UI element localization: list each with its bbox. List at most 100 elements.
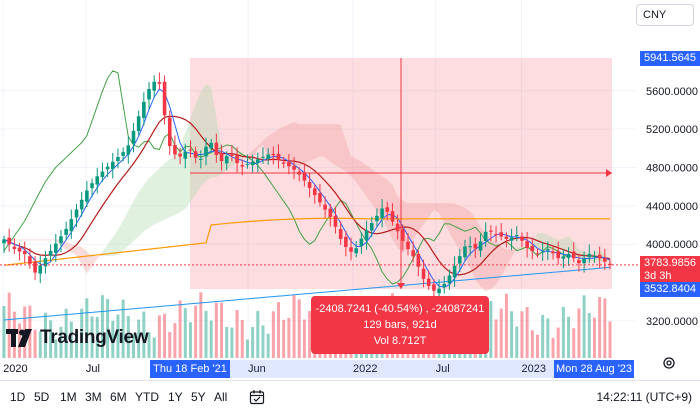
calendar-icon[interactable] [249,389,265,405]
candle [266,154,270,159]
volume-bar [608,321,612,358]
candle [100,171,105,177]
candle [162,81,167,116]
tradingview-logo[interactable]: TradingView [6,327,149,349]
price-axis-label: 3200.0000 [646,316,698,328]
volume-bar [525,306,529,358]
time-axis-label: 2022 [353,363,377,375]
range-all[interactable]: All [214,390,228,404]
range-5y[interactable]: 5Y [191,390,206,404]
range-3m[interactable]: 3M [85,390,102,404]
candle [307,182,312,188]
candle [136,116,141,132]
volume-bar [168,331,172,358]
candle [338,229,343,239]
price-tag-countdown: 3d 3h [644,270,672,282]
volume-bar [561,306,565,358]
gear-icon[interactable] [662,356,676,370]
candle [261,156,265,158]
volume-bar [308,311,312,358]
candle [442,283,447,288]
candle [344,236,348,247]
range-1m[interactable]: 1M [60,390,77,404]
volume-bar [230,327,234,358]
currency-selector[interactable]: CNY [636,4,694,26]
range-5d[interactable]: 5D [34,390,50,404]
volume-bar [194,305,198,358]
candle [281,162,286,164]
candle [209,142,213,149]
candle [271,153,276,156]
candle [333,215,338,227]
volume-bar [235,310,239,358]
price-tag-last: 3783.9856 3d 3h [640,256,700,282]
range-1y[interactable]: 1Y [168,390,183,404]
volume-bar [592,317,596,358]
candle [401,229,405,241]
volume-bar [188,322,192,358]
candle [385,207,390,212]
volume-bar [126,316,130,358]
candle [421,268,426,279]
candle [489,230,493,232]
volume-bar [572,328,576,358]
candle [468,246,472,248]
range-6m[interactable]: 6M [110,390,127,404]
candle [245,164,250,166]
candle [463,246,467,258]
candle [369,223,374,231]
candle [59,236,63,244]
date-tag-end: Mon 28 Aug '23 [554,360,634,378]
candle [22,250,27,255]
volume-bar [499,308,503,358]
candle [577,260,581,264]
volume-bar [245,339,249,358]
volume-bar [535,334,539,358]
volume-bar [214,302,218,358]
volume-bar [33,329,37,358]
measure-overlay [0,58,640,289]
volume-bar [38,331,42,358]
candle [525,241,529,249]
candle [587,253,592,257]
volume-bar [577,308,581,358]
candle [375,215,379,222]
candle [592,256,597,258]
date-tag-start: Thu 18 Feb '21 [150,360,230,378]
price-chart[interactable]: 5600.0000 5200.0000 4800.0000 4400.0000 4000… [0,0,700,380]
candle [292,166,296,170]
ma-blue [3,266,611,321]
volume-bar [256,310,260,358]
volume-bar [54,339,58,358]
candle [328,208,333,217]
volume-bar [220,302,224,358]
candle [116,156,120,162]
range-1d[interactable]: 1D [10,390,26,404]
volume-bar [587,313,591,358]
volume-bar [59,326,63,358]
candle [312,188,317,196]
candle [276,153,281,161]
price-axis-label: 5600.0000 [646,86,698,98]
price-tag-high: 5941.5645 [640,51,700,66]
volume-bar [292,295,296,358]
volume-bar [494,319,498,358]
volume-bar [49,320,53,358]
conversion-line [3,88,611,288]
volume-bar [106,299,110,358]
volume-bar [18,323,22,358]
volume-bar [240,319,244,358]
candle [183,151,188,159]
volume-bar [520,311,524,358]
volume-bar [567,316,571,358]
volume-bar [121,299,125,358]
candle [509,237,514,241]
candle [556,251,561,259]
volume-bar [75,330,79,358]
volume-bar [266,333,270,358]
range-ytd[interactable]: YTD [135,390,159,404]
volume-bar [173,323,177,358]
measure-volume: Vol 8.712T [373,335,427,347]
measure-change: -2408.7241 (-40.54%) , -24087241 [315,303,485,315]
volume-bar [147,332,151,358]
